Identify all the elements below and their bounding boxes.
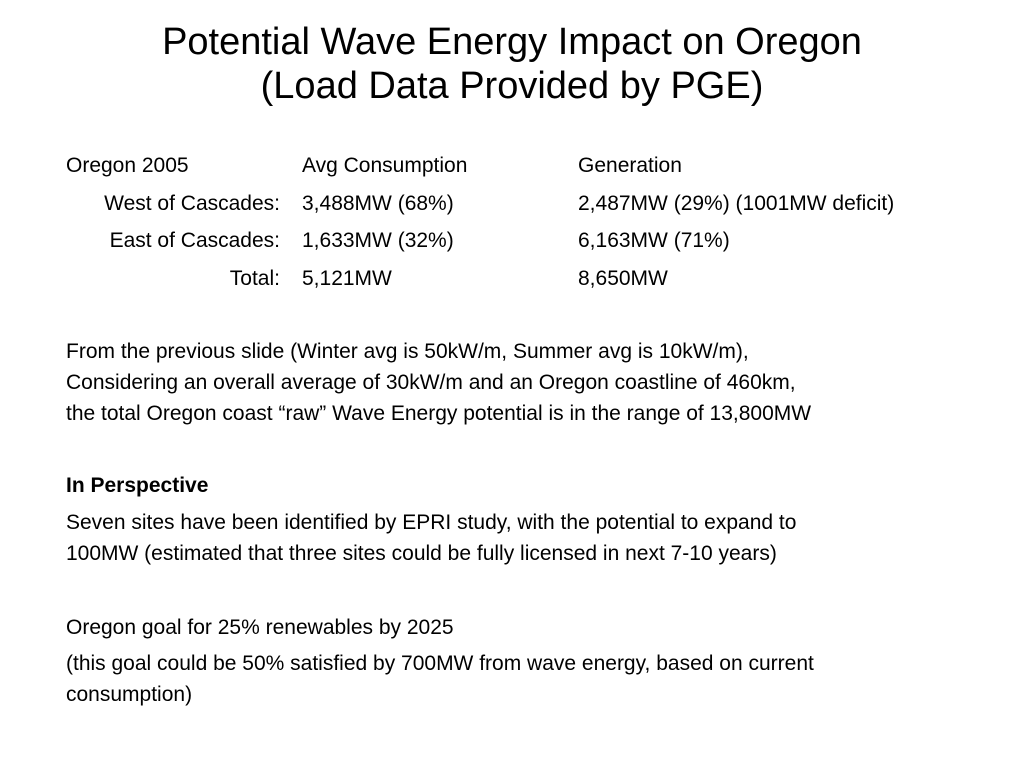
row-generation: 2,487MW (29%) (1001MW deficit) [578, 191, 895, 215]
row-label: East of Cascades: [109, 229, 280, 252]
paragraph-line: consumption) [66, 683, 193, 706]
wave-potential-paragraph: From the previous slide (Winter avg is 5… [66, 336, 1006, 429]
row-generation: 6,163MW (71%) [578, 229, 730, 252]
row-label: West of Cascades: [104, 191, 280, 215]
paragraph-line: (this goal could be 50% satisfied by 700… [66, 652, 814, 675]
row-generation: 8,650MW [578, 266, 668, 290]
paragraph-line: 100MW (estimated that three sites could … [66, 542, 777, 565]
load-data-table: Oregon 2005 Avg Consumption Generation W… [0, 150, 1024, 300]
header-consumption: Avg Consumption [302, 154, 468, 177]
epri-sites-paragraph: Seven sites have been identified by EPRI… [66, 507, 1006, 569]
row-consumption: 5,121MW [302, 266, 392, 290]
title-line-2: (Load Data Provided by PGE) [260, 65, 764, 107]
paragraph-line: From the previous slide (Winter avg is 5… [66, 340, 749, 363]
goal-note-paragraph: (this goal could be 50% satisfied by 700… [66, 648, 1006, 710]
renewables-goal: Oregon goal for 25% renewables by 2025 [66, 616, 454, 639]
slide-title: Potential Wave Energy Impact on Oregon (… [0, 20, 1024, 108]
row-consumption: 1,633MW (32%) [302, 229, 454, 252]
title-line-1: Potential Wave Energy Impact on Oregon [162, 21, 862, 63]
table-row: East of Cascades: 1,633MW (32%) 6,163MW … [0, 225, 1024, 263]
table-row: Total: 5,121MW 8,650MW [0, 263, 1024, 301]
paragraph-line: Considering an overall average of 30kW/m… [66, 371, 796, 394]
header-label: Oregon 2005 [66, 154, 189, 177]
header-generation: Generation [578, 154, 682, 177]
row-label: Total: [229, 266, 280, 290]
perspective-heading: In Perspective [66, 474, 209, 497]
row-consumption: 3,488MW (68%) [302, 191, 454, 215]
table-header-row: Oregon 2005 Avg Consumption Generation [0, 150, 1024, 188]
paragraph-line: the total Oregon coast “raw” Wave Energy… [66, 402, 812, 425]
table-row: West of Cascades: 3,488MW (68%) 2,487MW … [0, 188, 1024, 226]
paragraph-line: Seven sites have been identified by EPRI… [66, 511, 797, 534]
